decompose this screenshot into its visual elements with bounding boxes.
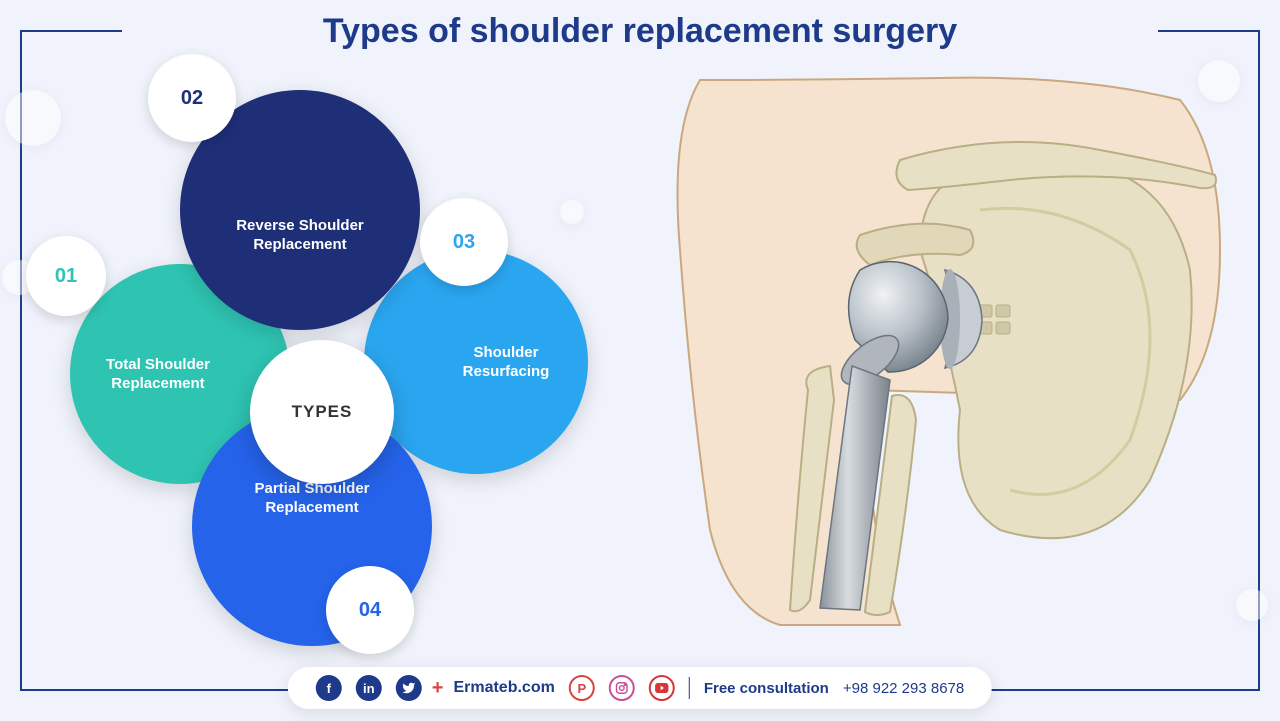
type-number-badge-2: 02 (148, 54, 236, 142)
implant-peg (996, 322, 1010, 334)
decor-bubble (1236, 589, 1268, 621)
center-hub: TYPES (250, 340, 394, 484)
shoulder-illustration (660, 70, 1240, 630)
footer-divider (689, 677, 690, 699)
type-label: ShoulderResurfacing (403, 343, 550, 382)
footer-bar: f in + Ermateb.com P Free consultation +… (288, 667, 992, 709)
page-title: Types of shoulder replacement surgery (323, 12, 957, 51)
type-number-badge-1: 01 (26, 236, 106, 316)
consult-label: Free consultation (704, 680, 829, 697)
plus-icon: + (432, 677, 444, 700)
linkedin-icon[interactable]: in (356, 675, 382, 701)
types-infographic: Total ShoulderReplacement01Reverse Shoul… (30, 60, 590, 660)
brand-name[interactable]: Ermateb.com (453, 679, 554, 697)
facebook-icon[interactable]: f (316, 675, 342, 701)
twitter-icon[interactable] (396, 675, 422, 701)
type-number-badge-3: 03 (420, 198, 508, 286)
type-label: Reverse ShoulderReplacement (236, 166, 364, 255)
phone-number[interactable]: +98 922 293 8678 (843, 680, 964, 697)
implant-peg (996, 305, 1010, 317)
pinterest-icon[interactable]: P (569, 675, 595, 701)
type-number-badge-4: 04 (326, 566, 414, 654)
instagram-icon[interactable] (609, 675, 635, 701)
type-label: Total ShoulderReplacement (106, 355, 254, 394)
type-label: Partial ShoulderReplacement (254, 479, 369, 574)
youtube-icon[interactable] (649, 675, 675, 701)
